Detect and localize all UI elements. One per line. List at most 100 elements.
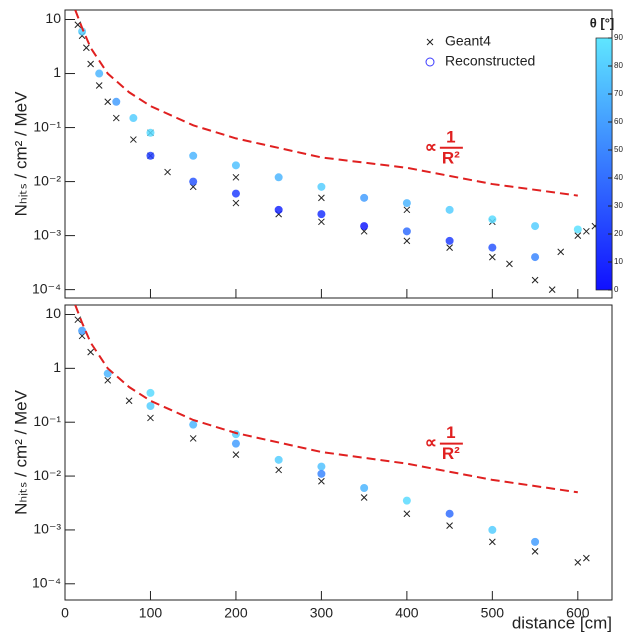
x-tick-label: 600 bbox=[566, 605, 590, 621]
cross-stroke bbox=[488, 253, 496, 261]
reconstructed-point bbox=[78, 326, 87, 335]
y-tick-label: 1 bbox=[53, 359, 61, 375]
cross-stroke bbox=[104, 376, 112, 384]
geant4-point bbox=[446, 522, 453, 530]
reconstructed-point bbox=[95, 69, 104, 78]
y-tick-label: 10⁻² bbox=[33, 467, 61, 483]
cross-stroke bbox=[574, 558, 582, 566]
colorbar-tick-label: 20 bbox=[614, 229, 623, 238]
reconstructed-point bbox=[488, 215, 497, 224]
annotation-denominator: R² bbox=[442, 444, 460, 463]
y-tick-label: 10 bbox=[45, 10, 61, 26]
x-tick-label: 0 bbox=[61, 605, 69, 621]
cross-stroke bbox=[583, 227, 590, 235]
geant4-point bbox=[130, 136, 137, 143]
geant4-point bbox=[360, 494, 368, 501]
cross-stroke bbox=[446, 522, 453, 530]
geant4-point bbox=[403, 206, 411, 214]
geant4-point bbox=[83, 44, 90, 52]
cross-stroke bbox=[232, 199, 240, 207]
plot-area bbox=[74, 10, 599, 293]
reconstructed-point bbox=[231, 439, 240, 448]
y-tick-label: 10⁻³ bbox=[33, 521, 61, 537]
legend-marker bbox=[425, 57, 435, 67]
cross-stroke bbox=[531, 548, 539, 555]
annotation-numerator: 1 bbox=[446, 423, 455, 442]
cross-stroke bbox=[360, 494, 368, 501]
geant4-point bbox=[318, 477, 325, 485]
annotation-prefix: ∝ bbox=[425, 137, 437, 156]
cross-stroke bbox=[95, 82, 103, 89]
cross-stroke bbox=[488, 538, 496, 546]
reconstructed-point bbox=[274, 205, 283, 214]
legend-label: Reconstructed bbox=[445, 53, 535, 69]
geant4-point bbox=[232, 451, 240, 458]
reconstructed-point bbox=[317, 462, 326, 471]
geant4-point bbox=[74, 21, 82, 29]
x-tick-label: 500 bbox=[481, 605, 505, 621]
legend-label: Geant4 bbox=[445, 33, 491, 49]
cross-stroke bbox=[557, 248, 565, 256]
geant4-point bbox=[531, 276, 539, 284]
reference-line bbox=[74, 10, 578, 197]
geant4-point bbox=[318, 194, 325, 202]
geant4-point bbox=[87, 348, 94, 356]
geant4-point bbox=[531, 548, 539, 555]
cross-stroke bbox=[583, 554, 590, 562]
reconstructed-point bbox=[531, 253, 540, 262]
reconstructed-point bbox=[488, 243, 497, 252]
cross-stroke bbox=[506, 260, 513, 268]
colorbar-tick-label: 80 bbox=[614, 61, 623, 70]
reconstructed-point bbox=[231, 189, 240, 198]
geant4-point bbox=[147, 414, 154, 422]
y-tick-label: 10 bbox=[45, 305, 61, 321]
reconstructed-point bbox=[189, 177, 198, 186]
colorbar-tick-label: 30 bbox=[614, 201, 623, 210]
plot-area bbox=[74, 305, 590, 566]
colorbar-tick-label: 40 bbox=[614, 173, 623, 182]
cross-stroke bbox=[403, 206, 411, 214]
colorbar-tick-label: 60 bbox=[614, 117, 623, 126]
reconstructed-point bbox=[445, 236, 454, 245]
cross-stroke bbox=[318, 218, 325, 226]
reconstructed-point bbox=[573, 225, 582, 234]
y-axis-label: Nₕᵢₜₛ / cm² / MeV bbox=[11, 389, 30, 514]
cross-stroke bbox=[104, 98, 112, 106]
geant4-point bbox=[87, 60, 94, 68]
geant4-point bbox=[488, 538, 496, 546]
geant4-point bbox=[583, 227, 590, 235]
cross-stroke bbox=[87, 348, 94, 356]
x-axis-label: distance [cm] bbox=[512, 613, 612, 632]
cross-stroke bbox=[232, 173, 240, 181]
cross-stroke bbox=[147, 414, 154, 422]
cross-stroke bbox=[83, 44, 90, 52]
geant4-point bbox=[232, 173, 240, 181]
reconstructed-point bbox=[78, 27, 87, 36]
reconstructed-point bbox=[146, 151, 155, 160]
geant4-point bbox=[275, 466, 283, 474]
colorbar-tick-label: 90 bbox=[614, 33, 623, 42]
y-tick-label: 10⁻¹ bbox=[33, 118, 61, 134]
cross-stroke bbox=[403, 237, 411, 245]
colorbar-tick-label: 0 bbox=[614, 285, 619, 294]
x-tick-label: 300 bbox=[310, 605, 334, 621]
reconstructed-point bbox=[531, 537, 540, 546]
annotation-numerator: 1 bbox=[446, 127, 455, 146]
reconstructed-point bbox=[146, 128, 155, 137]
cross-stroke bbox=[125, 397, 133, 405]
geant4-point bbox=[403, 510, 411, 518]
reconstructed-point bbox=[146, 388, 155, 397]
reconstructed-point bbox=[402, 496, 411, 505]
reconstructed-point bbox=[402, 199, 411, 208]
reconstructed-point bbox=[360, 484, 369, 493]
y-axis-label: Nₕᵢₜₛ / cm² / MeV bbox=[11, 91, 30, 216]
cross-stroke bbox=[403, 510, 411, 518]
colorbar-title: θ [°] bbox=[590, 15, 615, 30]
legend-marker bbox=[426, 38, 434, 46]
annotation-denominator: R² bbox=[442, 148, 460, 167]
cross-stroke bbox=[426, 38, 434, 46]
geant4-point bbox=[574, 232, 582, 239]
cross-stroke bbox=[130, 136, 137, 143]
geant4-point bbox=[583, 554, 590, 562]
